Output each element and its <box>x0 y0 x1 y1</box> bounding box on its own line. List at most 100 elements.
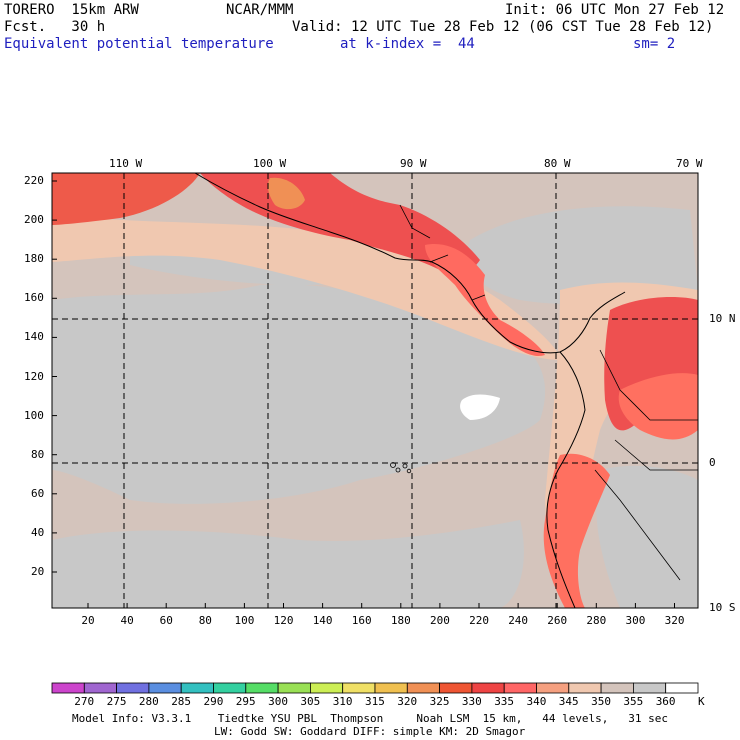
grey-region-se <box>596 465 698 608</box>
colorbar-unit: K <box>698 695 705 708</box>
grid-label-x: 320 <box>664 614 685 627</box>
colorbar-swatch <box>342 682 376 694</box>
grey-region-central <box>52 284 546 504</box>
warm-region-mexico <box>200 173 480 276</box>
map-frame <box>51 172 699 609</box>
white-patch <box>460 394 500 420</box>
grid-label-x: 300 <box>625 614 646 627</box>
center-name: NCAR/MMM <box>226 2 294 18</box>
colorbar-swatch <box>633 682 667 694</box>
colorbar-label: 285 <box>171 695 192 708</box>
colorbar-label: 275 <box>106 695 127 708</box>
grid-label-y: 140 <box>24 330 44 344</box>
lat-label-10s: 10 S <box>709 601 736 614</box>
light-band-north <box>52 215 560 360</box>
grid-label-y: 180 <box>24 252 44 266</box>
grey-region-nw <box>467 206 698 305</box>
init-time: Init: 06 UTC Mon 27 Feb 12 <box>505 2 725 18</box>
grid-label-x: 80 <box>198 614 212 627</box>
colorbar-swatch <box>83 682 118 694</box>
grid-label-x: 260 <box>547 614 568 627</box>
forecast-hour: Fcst. 30 h <box>4 19 106 35</box>
smoothing-info: sm= 2 <box>633 36 676 52</box>
colorbar-swatch <box>51 682 85 694</box>
grid-label-y: 60 <box>31 486 45 500</box>
warm-region-peru <box>543 453 610 608</box>
grid-label-x: 20 <box>81 614 95 627</box>
valid-time: Valid: 12 UTC Tue 28 Feb 12 (06 CST Tue … <box>292 19 714 35</box>
colorbar-swatch <box>471 682 505 694</box>
model-info-line1: Model Info: V3.3.1 Tiedtke YSU PBL Thomp… <box>72 712 669 725</box>
lat-label-10n: 10 N <box>709 312 736 325</box>
colorbar-swatch <box>503 682 537 694</box>
coastline-north <box>194 173 626 354</box>
colorbar-label: 340 <box>526 695 547 708</box>
colorbar-swatch <box>148 682 182 694</box>
colorbar-swatch <box>116 682 150 694</box>
warm-region-nw <box>52 173 200 225</box>
grid-label-x: 60 <box>159 614 173 627</box>
warm-region-amazon <box>618 373 698 440</box>
colorbar-swatch <box>180 682 214 694</box>
lon-label-100w: 100 W <box>253 157 287 170</box>
colorbar-swatch <box>309 682 344 694</box>
colorbar-label: 270 <box>74 695 95 708</box>
colorbar-label: 325 <box>429 695 450 708</box>
lon-label-110w: 110 W <box>109 157 143 170</box>
grid-label-y: 120 <box>24 369 44 383</box>
lat-lon-grid <box>52 173 698 608</box>
lat-label-0: 0 <box>709 456 716 469</box>
colorbar-label: 360 <box>655 695 676 708</box>
grid-label-y: 20 <box>31 565 45 578</box>
model-name: TORERO 15km ARW <box>4 2 139 18</box>
coastline-south <box>546 351 586 608</box>
colorbar-swatch <box>665 682 699 694</box>
grid-label-y: 80 <box>31 447 45 461</box>
colorbar-swatch <box>439 682 473 694</box>
colorbar-swatch <box>600 682 634 694</box>
colorbar-swatch <box>406 682 440 694</box>
colorbar-label: 290 <box>203 695 224 708</box>
grid-label-y: 200 <box>24 213 44 227</box>
colorbar-label: 295 <box>235 695 256 708</box>
grid-label-y: 160 <box>24 291 44 305</box>
grid-label-x: 40 <box>120 614 134 627</box>
grid-label-x: 100 <box>234 614 255 627</box>
model-info-line2: LW: Godd SW: Goddard DIFF: simple KM: 2D… <box>214 725 526 738</box>
colorbar-label: 320 <box>397 695 418 708</box>
colorbar-label: 315 <box>365 695 385 708</box>
warm-region-central-america <box>425 244 545 356</box>
grid-label-x: 160 <box>351 614 372 627</box>
colorbar-label: 300 <box>268 695 288 708</box>
colorbar <box>51 682 699 694</box>
colorbar-label: 335 <box>494 695 515 708</box>
lon-label-80w: 80 W <box>544 157 571 170</box>
lon-label-70w: 70 W <box>676 157 703 170</box>
lon-label-90w: 90 W <box>400 157 427 170</box>
grid-label-y: 220 <box>24 174 44 187</box>
colorbar-swatch <box>568 682 602 694</box>
colorbar-label: 345 <box>558 695 579 708</box>
colorbar-swatch <box>277 682 311 694</box>
orange-spot <box>267 177 305 210</box>
colorbar-swatch <box>536 682 570 694</box>
theta-e-field <box>52 173 698 608</box>
field-name: Equivalent potential temperature <box>4 36 274 52</box>
colorbar-label: 350 <box>591 695 611 708</box>
colorbar-label: 280 <box>138 695 159 708</box>
grid-label-x: 200 <box>430 614 450 627</box>
grid-label-x: 220 <box>469 614 489 627</box>
colorbar-swatch <box>374 682 408 694</box>
colorbar-label: 310 <box>332 695 353 708</box>
grid-label-y: 100 <box>24 408 44 422</box>
level-info: at k-index = 44 <box>340 36 475 52</box>
colorbar-label: 330 <box>461 695 482 708</box>
grid-label-x: 120 <box>273 614 294 627</box>
grid-label-x: 180 <box>390 614 411 627</box>
colorbar-swatch <box>213 682 247 694</box>
grid-label-y: 40 <box>31 525 45 539</box>
grid-label-x: 280 <box>586 614 607 627</box>
grey-region-south <box>52 520 524 608</box>
colorbar-label: 355 <box>623 695 644 708</box>
